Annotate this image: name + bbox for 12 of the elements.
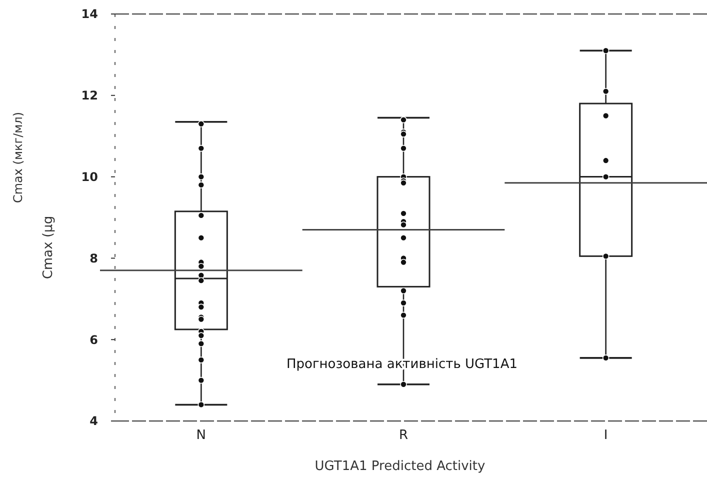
y-tick-label: 4 — [90, 414, 98, 428]
x-tick-label: R — [398, 428, 408, 443]
x-tick-label: N — [196, 428, 206, 443]
text: Cmax (µg — [41, 216, 56, 280]
y-tick-label: 8 — [90, 251, 98, 266]
y-tick-label: 6 — [90, 332, 98, 347]
y-tick-label: 12 — [81, 88, 98, 103]
x-axis-title: UGT1A1 Predicted Activity — [314, 459, 486, 474]
y-tick-label: 14 — [81, 7, 98, 22]
x-tick-label: I — [604, 428, 608, 443]
y-tick-label: 10 — [81, 170, 98, 184]
y-axis-title: Cmax (мкг/мл) — [11, 112, 25, 204]
